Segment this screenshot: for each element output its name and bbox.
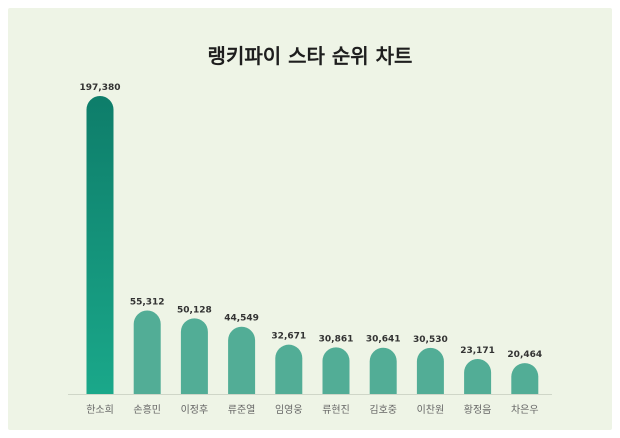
value-label-2: 55,312 bbox=[130, 297, 165, 307]
bar-3 bbox=[180, 318, 208, 394]
bar-8 bbox=[416, 347, 444, 394]
category-label-1: 한소희 bbox=[86, 404, 114, 416]
chart-title: 랭키파이 스타 순위 차트 bbox=[207, 44, 413, 68]
category-label-3: 이정후 bbox=[181, 404, 209, 416]
bar-6 bbox=[322, 347, 350, 394]
category-label-2: 손흥민 bbox=[133, 403, 161, 416]
category-label-6: 류현진 bbox=[322, 404, 350, 416]
category-label-10: 차은우 bbox=[511, 404, 539, 416]
bar-10 bbox=[511, 363, 539, 394]
category-label-9: 황정음 bbox=[464, 404, 492, 416]
value-label-10: 20,464 bbox=[507, 350, 542, 360]
category-label-8: 이찬원 bbox=[417, 404, 445, 416]
bar-5 bbox=[275, 344, 303, 394]
bar-4 bbox=[228, 326, 256, 394]
value-label-1: 197,380 bbox=[80, 83, 121, 93]
value-label-8: 30,530 bbox=[413, 335, 448, 345]
value-label-5: 32,671 bbox=[271, 332, 306, 342]
category-label-7: 김호중 bbox=[369, 404, 397, 416]
value-label-3: 50,128 bbox=[177, 305, 212, 315]
category-label-5: 임영웅 bbox=[275, 403, 303, 416]
bar-2 bbox=[133, 310, 161, 394]
value-label-6: 30,861 bbox=[319, 334, 354, 344]
bar-7 bbox=[369, 347, 397, 394]
category-label-4: 류준열 bbox=[228, 404, 256, 416]
bar-9 bbox=[464, 359, 492, 394]
value-label-7: 30,641 bbox=[366, 335, 401, 345]
value-labels-group: 197,380 55,312 50,128 44,549 32,671 30,861 30,… bbox=[80, 83, 543, 360]
bar-1 bbox=[86, 96, 114, 395]
bars-group bbox=[86, 96, 539, 395]
value-label-9: 23,171 bbox=[460, 346, 495, 356]
category-labels-group: 한소희 손흥민 이정후 류준열 임영웅 류현진 김호중 이찬원 황정음 차은우 bbox=[86, 403, 538, 416]
value-label-4: 44,549 bbox=[224, 314, 259, 324]
x-axis-baseline bbox=[68, 394, 552, 395]
